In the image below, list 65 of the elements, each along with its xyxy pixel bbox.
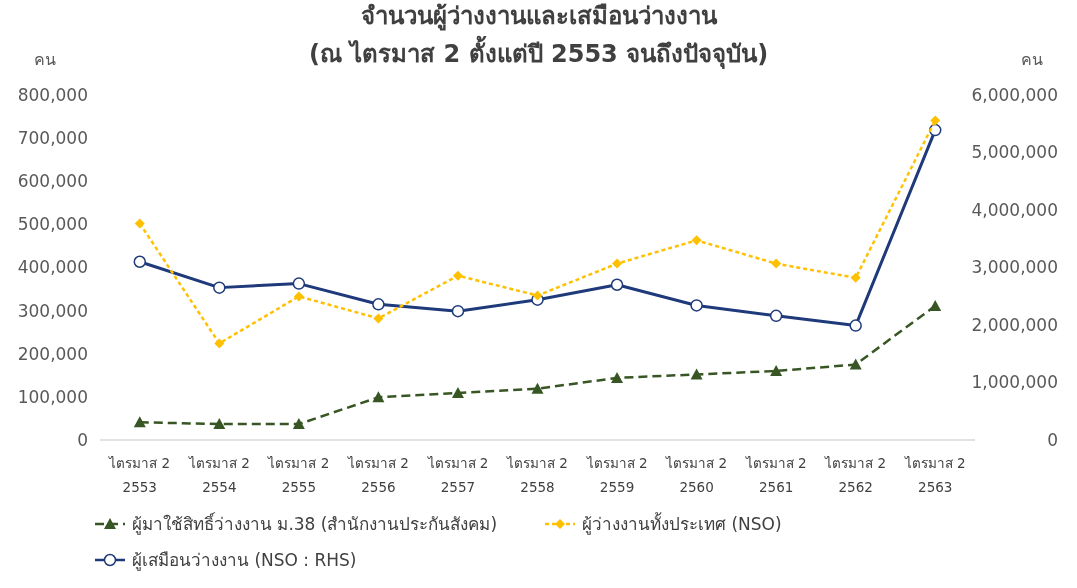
y-tick-label: 800,000 [17,84,88,105]
y2-axis-title: คน [1021,50,1043,69]
x-tick-label: ไตรมาส 2 2555 [267,455,330,495]
point [929,299,942,311]
point [292,277,306,290]
y-tick-label: 500,000 [17,214,88,235]
point [531,382,544,394]
point [612,258,623,269]
y-tick-label: 400,000 [17,257,88,278]
point [293,291,304,302]
y2-tick-label: 5,000,000 [971,142,1058,163]
y2-tick-label: 2,000,000 [971,314,1058,335]
point [611,371,624,383]
x-tick-label: ไตรมาส 2 2558 [506,455,568,495]
x-tick-label: ไตรมาส 2 2554 [187,455,250,495]
point [213,281,226,294]
point [770,365,783,376]
x-tick-label: ไตรมาส 2 2563 [903,455,966,495]
legend-label: ผู้เสมือนว่างงาน (NSO : RHS) [132,549,357,571]
point [292,418,305,430]
point [849,319,862,332]
legend-label: ผู้ว่างงานทั้งประเทศ (NSO) [582,511,782,535]
x-tick-label: ไตรมาส 2 2560 [665,455,728,495]
y2-tick-label: 1,000,000 [971,372,1058,393]
point [372,391,385,403]
y-tick-label: 0 [77,429,88,450]
chart-subtitle: (ณ ไตรมาส 2 ตั้งแต่ปี 2553 จนถึงปัจจุบัน) [308,35,769,70]
point [373,313,384,324]
x-tick-label: ไตรมาส 2 2553 [108,455,171,495]
point [134,218,145,229]
point [690,368,703,380]
y2-tick-label: 6,000,000 [971,84,1058,105]
y2-tick-label: 3,000,000 [971,257,1058,278]
y-tick-label: 100,000 [17,386,88,407]
y-axis-title: คน [34,50,56,69]
y2-tick-label: 0 [1047,429,1058,450]
point [849,358,862,370]
x-tick-label: ไตรมาส 2 2561 [744,455,807,495]
point [690,299,703,312]
point [691,235,702,246]
point [213,418,226,430]
y-tick-label: 700,000 [17,128,88,149]
y2-tick-label: 4,000,000 [971,199,1058,220]
x-tick-label: ไตรมาส 2 2557 [426,455,489,495]
point [372,298,385,311]
x-tick-label: ไตรมาส 2 2556 [346,455,409,495]
y-tick-label: 300,000 [17,300,88,321]
point [769,309,783,323]
point [133,255,147,268]
point [850,272,861,283]
point [930,115,941,126]
point [610,278,624,291]
legend-label: ผู้มาใช้สิทธิ์ว่างงาน ม.38 (สำนักงานประกันสังคม) [132,511,498,535]
point [771,258,782,269]
point [451,304,465,318]
chart-title: จำนวนผู้ว่างงานและเสมือนว่างงาน [360,2,718,31]
point [214,338,225,349]
point [532,290,543,301]
y-tick-label: 600,000 [17,171,88,192]
point [133,416,146,428]
y-tick-label: 200,000 [17,343,88,364]
x-tick-label: ไตรมาส 2 2559 [585,455,648,495]
x-tick-label: ไตรมาส 2 2562 [824,455,887,495]
point [452,270,463,281]
point [451,386,464,398]
